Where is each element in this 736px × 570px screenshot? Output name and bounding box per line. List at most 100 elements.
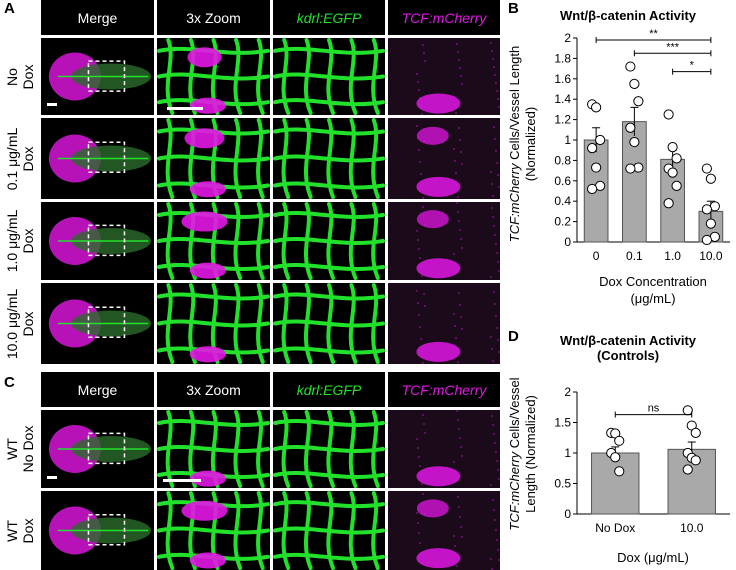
x-axis-label-line2: (μg/mL) [630, 291, 675, 306]
data-point [682, 405, 693, 416]
mcherry-speck [496, 539, 498, 541]
mcherry-speck [461, 83, 463, 85]
mcherry-speck [419, 257, 421, 259]
mcherry-speck [460, 316, 462, 318]
data-point [633, 96, 644, 107]
mcherry-speck [419, 326, 421, 328]
y-axis-label-line2: (Normalized) [523, 107, 538, 181]
data-point [705, 218, 716, 229]
y-tick-label: 0 [564, 507, 571, 521]
panel-label-d: D [508, 328, 519, 345]
significance-label: * [690, 60, 695, 72]
data-point [690, 427, 701, 438]
chart-b: 00.20.40.60.811.21.41.61.820 0.1 1.0 10.0**… [507, 28, 730, 306]
x-tick-label: 0 [593, 249, 600, 263]
data-point [614, 466, 625, 477]
mcherry-speck [458, 59, 460, 61]
y-tick-label: 1 [564, 446, 571, 460]
mcherry-signal [181, 211, 228, 232]
mcherry-speck [422, 414, 424, 416]
mcherry-signal [181, 500, 228, 521]
y-label-rest: Cells/Vessel [507, 377, 522, 452]
mcherry-image [388, 202, 500, 280]
mcherry-speck [457, 419, 459, 421]
zoom-image [157, 202, 270, 280]
x-tick-label: 0.1 [626, 249, 643, 263]
zoom-image [157, 283, 270, 364]
mcherry-speck [459, 229, 461, 231]
mcherry-image [388, 410, 500, 488]
chart-d: 0 0.5 1 1.5 2 No Dox 10.0 ns TCF:mCherry Cells/V… [507, 377, 730, 565]
mcherry-speck [493, 225, 495, 227]
mcherry-speck [420, 173, 422, 175]
mcherry-speck [453, 535, 455, 537]
y-tick-label: 0 [564, 235, 571, 249]
header-egfp: kdrl:EGFP [273, 372, 385, 407]
mcherry-speck [454, 325, 456, 327]
vessel-network [157, 283, 270, 364]
x-tick-label: No Dox [595, 521, 635, 535]
x-tick-label: 1.0 [664, 249, 681, 263]
row-0-1-dox: 0.1 μg/mL Dox [0, 118, 500, 199]
mcherry-speck [492, 360, 494, 362]
data-point [682, 464, 693, 475]
mcherry-signal [416, 210, 449, 229]
y-axis-label: TCF:mCherry Cells/Vessel Length (Normaliz… [507, 377, 538, 530]
data-point [625, 61, 636, 72]
data-point [701, 234, 712, 246]
data-point [591, 102, 602, 113]
data-point [625, 163, 636, 174]
mcherry-speck [422, 206, 424, 208]
data-point [701, 163, 712, 174]
zoom-box [87, 432, 126, 465]
data-point [587, 143, 598, 154]
data-point [705, 173, 716, 184]
zoom-box [87, 224, 126, 257]
mcherry-speck [491, 568, 493, 570]
row-label: 1.0 μg/mL Dox [4, 209, 36, 273]
mcherry-speck [494, 234, 496, 236]
mcherry-speck [491, 183, 493, 185]
y-tick-label: 0.4 [554, 194, 571, 208]
mcherry-speck [492, 195, 494, 197]
mcherry-speck [491, 207, 493, 209]
mcherry-speck [460, 526, 462, 528]
mcherry-signal [416, 466, 461, 487]
vessel-network [273, 283, 385, 364]
mcherry-speck [423, 293, 425, 295]
mcherry-signal [416, 258, 461, 279]
mcherry-speck [490, 336, 492, 338]
mcherry-speck [459, 437, 461, 439]
mcherry-speck [388, 118, 389, 119]
mcherry-speck [458, 506, 460, 508]
mcherry-speck [454, 160, 456, 162]
mcherry-speck [494, 442, 496, 444]
x-tick-label: 10.0 [699, 249, 723, 263]
mcherry-signal [184, 128, 225, 149]
egfp-image [273, 202, 385, 280]
mcherry-speck [416, 125, 418, 127]
mcherry-speck [421, 483, 423, 485]
mcherry-speck [455, 172, 457, 174]
mcherry-speck [498, 351, 500, 353]
mcherry-speck [388, 202, 389, 203]
mcherry-speck [493, 66, 495, 68]
mcherry-speck [416, 512, 418, 514]
mcherry-speck [494, 74, 496, 76]
data-point [667, 142, 678, 153]
scale-bar [167, 107, 203, 110]
panel-label-b: B [508, 0, 519, 17]
mcherry-image [388, 491, 500, 570]
y-tick-label: 1.2 [554, 113, 571, 127]
mcherry-speck [453, 253, 455, 255]
mcherry-signal [416, 93, 461, 114]
data-point [629, 136, 640, 148]
mcherry-speck [457, 211, 459, 213]
mcherry-signal [416, 341, 461, 362]
mcherry-speck [490, 171, 492, 173]
header-merge: Merge [41, 372, 154, 407]
y-label-italic: TCF:mCherry [507, 162, 522, 242]
header-zoom: 3x Zoom [157, 372, 270, 407]
egfp-image [273, 283, 385, 364]
mcherry-speck [416, 290, 418, 292]
